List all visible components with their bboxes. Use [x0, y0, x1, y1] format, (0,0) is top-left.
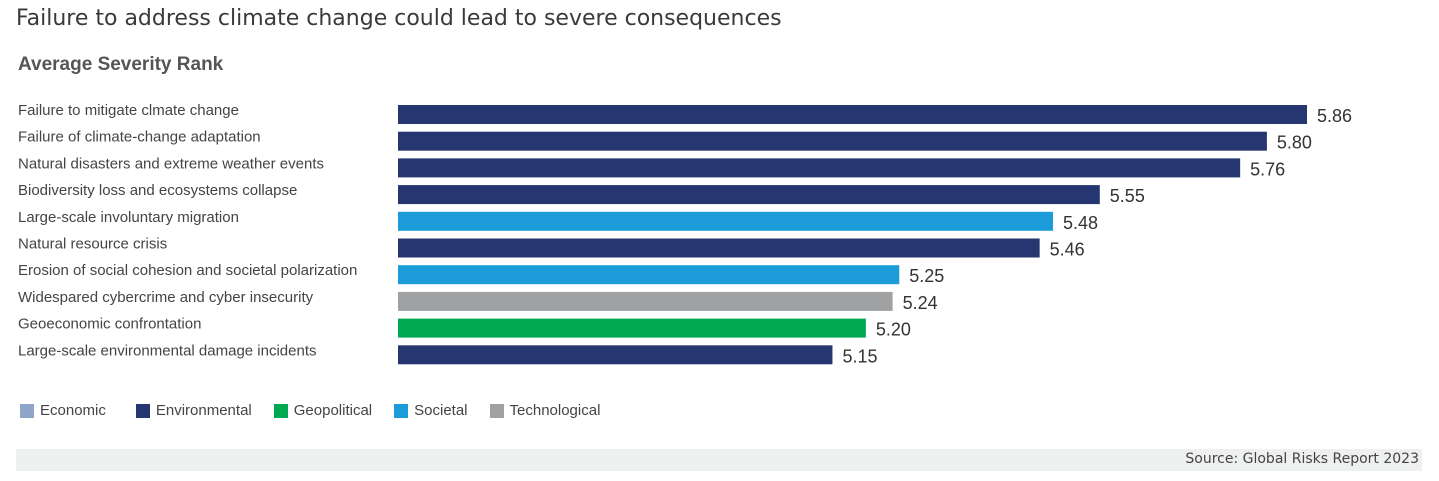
legend-swatch-environmental [135, 403, 150, 418]
legend-label-geopolitical: Geopolitical [293, 402, 373, 419]
bar-row-9 [398, 318, 866, 338]
category-label-row-4: Biodiversity loss and ecosystems collaps… [18, 182, 297, 199]
value-label-row-4: 5.55 [1110, 186, 1145, 206]
category-label-row-3: Natural disasters and extreme weather ev… [18, 155, 324, 172]
category-label-row-2: Failure of climate-change adaptation [18, 129, 261, 146]
legend-label-societal: Societal [414, 402, 468, 419]
bar-row-8 [398, 291, 893, 311]
category-label-row-9: Geoeconomic confrontation [18, 316, 201, 333]
chart-title: Average Severity Rank [18, 54, 224, 75]
bar-row-10 [398, 345, 833, 365]
value-label-row-7: 5.25 [909, 266, 944, 286]
bar-row-6 [398, 238, 1040, 258]
category-label-row-6: Natural resource crisis [18, 236, 167, 253]
source-bar: Source: Global Risks Report 2023 [16, 449, 1422, 471]
legend-swatch-societal [394, 403, 409, 418]
bar-row-1 [398, 105, 1307, 124]
legend-swatch-economic [20, 403, 34, 418]
category-label-row-8: Widespared cybercrime and cyber insecuri… [18, 289, 314, 306]
bar-row-3 [398, 158, 1241, 178]
category-label-row-1: Failure to mitigate clmate change [18, 102, 239, 119]
value-label-row-2: 5.80 [1277, 133, 1312, 153]
value-label-row-6: 5.46 [1050, 240, 1085, 260]
value-label-row-1: 5.86 [1317, 106, 1352, 126]
bar-row-7 [398, 265, 900, 285]
category-label-row-5: Large-scale involuntary migration [18, 209, 239, 226]
value-label-row-8: 5.24 [903, 293, 938, 313]
bar-row-5 [398, 211, 1054, 231]
bar-row-2 [398, 131, 1267, 151]
bar-row-4 [398, 185, 1100, 205]
legend-item-technological: Technological [489, 402, 601, 419]
legend-swatch-technological [489, 403, 504, 418]
legend-swatch-geopolitical [273, 403, 288, 418]
bar-chart: Failure to mitigate clmate change 5.86 Fai… [18, 102, 1352, 366]
legend-item-societal: Societal [394, 402, 468, 419]
legend-item-geopolitical: Geopolitical [273, 402, 373, 419]
value-label-row-9: 5.20 [876, 320, 911, 340]
legend: Economic Environmental Geopolitical Soci… [20, 402, 622, 419]
category-label-row-7: Erosion of social cohesion and societal … [18, 262, 357, 279]
legend-item-economic: Economic [20, 402, 106, 419]
chart-headline: Failure to address climate change could … [16, 6, 782, 31]
value-label-row-5: 5.48 [1063, 213, 1098, 233]
category-label-row-10: Large-scale environmental damage inciden… [18, 342, 317, 359]
value-label-row-3: 5.76 [1250, 159, 1285, 179]
legend-label-technological: Technological [509, 402, 601, 419]
legend-label-environmental: Environmental [155, 402, 252, 419]
legend-item-environmental: Environmental [135, 402, 252, 419]
value-label-row-10: 5.15 [842, 346, 877, 366]
legend-label-economic: Economic [40, 402, 106, 419]
source-note: Source: Global Risks Report 2023 [1185, 451, 1419, 467]
